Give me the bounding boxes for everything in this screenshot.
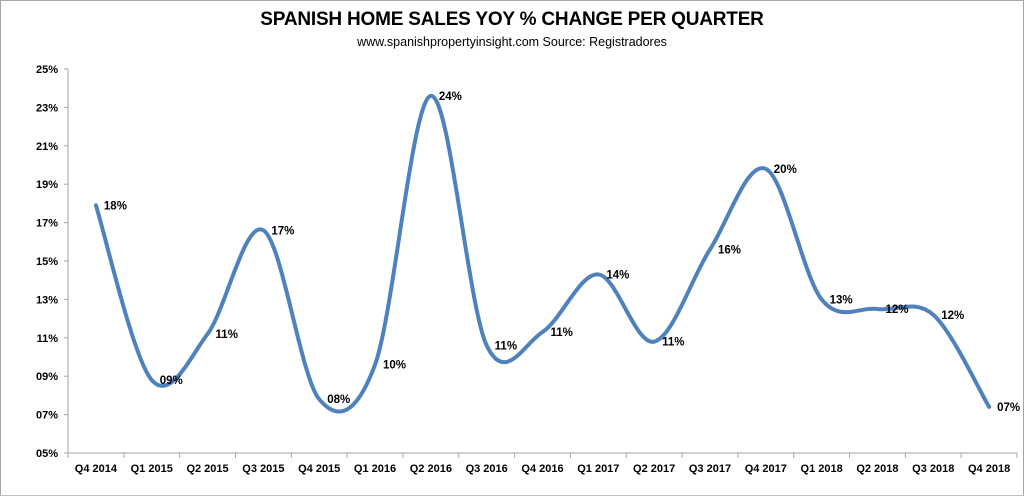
x-tick-label: Q2 2016 [410,463,452,475]
y-tick-label: 21% [36,141,58,153]
axes: 05% 07% 09% 11% 13% 15% 17% 19% 21% 23% 25% Q4 2014… [36,64,1018,475]
data-label: 14% [606,269,629,281]
y-tick-label: 07% [36,410,58,422]
data-label: 12% [885,304,908,316]
series-line-group [93,93,992,414]
x-tick-label: Q4 2016 [521,463,563,475]
x-tick-label: Q3 2016 [466,463,508,475]
data-label: 07% [997,402,1020,414]
data-label: 13% [830,294,853,306]
y-tick-label: 05% [36,448,58,460]
x-tick-label: Q3 2017 [689,463,731,475]
data-label: 16% [718,244,741,256]
x-tick-label: Q3 2018 [912,463,954,475]
data-label: 11% [551,327,573,339]
chart-subtitle: www.spanishpropertyinsight.com Source: R… [357,35,667,49]
x-tick-label: Q1 2015 [131,463,173,475]
y-tick-label: 15% [36,256,58,268]
data-label: 20% [774,164,797,176]
data-label: 11% [216,329,238,341]
data-label: 11% [495,340,517,352]
series-line [93,93,992,414]
x-tick-label: Q4 2014 [75,463,118,475]
x-tick-label: Q1 2018 [801,463,843,475]
y-tick-label: 25% [36,64,58,76]
y-tick-label: 09% [36,371,58,383]
data-label: 17% [271,225,294,237]
data-label: 09% [160,375,183,387]
data-label: 11% [662,337,684,349]
x-tick-label: Q3 2015 [242,463,284,475]
x-tick-label: Q2 2017 [633,463,675,475]
chart-title: SPANISH HOME SALES YOY % CHANGE PER QUAR… [260,9,764,30]
x-tick-label: Q2 2015 [186,463,228,475]
data-label: 18% [104,200,127,212]
x-tick-label: Q2 2018 [856,463,898,475]
y-tick-label: 11% [37,333,59,345]
x-tick-label: Q4 2017 [745,463,787,475]
x-tick-label: Q4 2018 [968,463,1010,475]
y-tick-label: 13% [36,294,58,306]
x-tick-label: Q1 2016 [354,463,396,475]
x-tick-label: Q4 2015 [298,463,340,475]
data-labels: 18% 09% 11% 17% 08% 10% 24% 11% 11% 14% 11% 16% 20% 1… [104,91,1020,414]
y-tick-label: 19% [36,179,58,191]
y-tick-label: 17% [36,218,58,230]
x-tick-label: Q1 2017 [577,463,619,475]
y-tick-label: 23% [36,102,58,114]
data-label: 10% [383,360,406,372]
data-label: 24% [439,91,462,103]
data-label: 08% [327,394,350,406]
data-label: 12% [941,310,964,322]
